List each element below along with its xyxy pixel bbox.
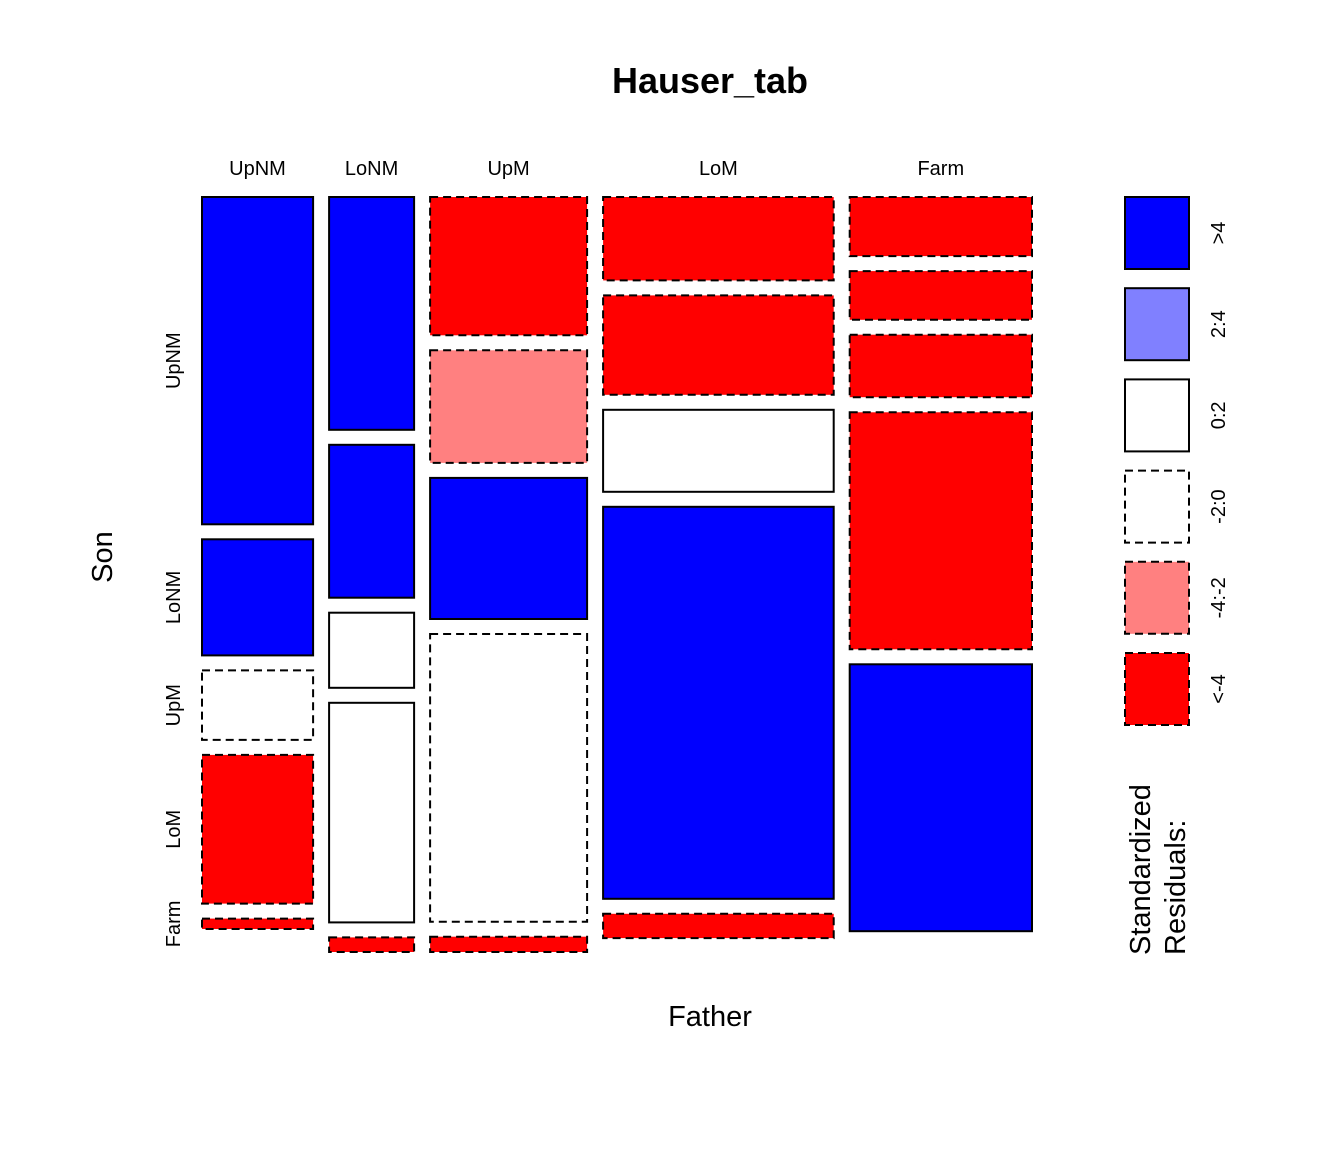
tile-lom-lonm (602, 294, 835, 396)
tile-farm-upm (848, 333, 1034, 399)
tile-upm-upnm (429, 196, 589, 337)
tile-lonm-farm (328, 936, 416, 954)
legend-swatch-5 (1124, 560, 1190, 635)
tile-upnm-lom (201, 753, 315, 905)
tile-lom-upnm (602, 196, 835, 282)
tile-upm-lom (429, 633, 589, 923)
legend: >4 2:4 0:2 -2:0 -4:-2 <-4 Standardized Residu… (1124, 196, 1230, 955)
legend-swatch-6 (1124, 652, 1190, 726)
tile-upnm-upnm (201, 196, 315, 526)
legend-label-6: <-4 (1208, 674, 1230, 703)
legend-swatch-2 (1124, 287, 1190, 362)
legend-label-1: >4 (1208, 222, 1230, 245)
tile-farm-farm (848, 663, 1034, 933)
tile-farm-lonm (848, 270, 1034, 321)
tile-upm-lonm (429, 349, 589, 464)
tile-upnm-farm (201, 917, 315, 930)
tile-lom-upm (602, 408, 835, 493)
tile-lonm-upm (328, 611, 416, 689)
legend-swatch-3 (1124, 378, 1190, 453)
tile-lom-farm (602, 912, 835, 940)
y-axis-title: Son (87, 531, 119, 583)
legend-title-line2: Residuals: (1160, 820, 1192, 955)
mosaic-tiles (201, 196, 1034, 954)
legend-title-line1: Standardized (1125, 784, 1157, 955)
legend-label-3: 0:2 (1208, 401, 1230, 429)
son-label-lonm: LoNM (163, 571, 185, 624)
tile-lom-lom (602, 505, 835, 900)
son-label-lom: LoM (163, 810, 185, 849)
father-label-lonm: LoNM (345, 158, 398, 180)
father-label-upm: UpM (487, 158, 529, 180)
tile-lonm-lonm (328, 443, 416, 599)
son-label-farm: Farm (163, 901, 185, 948)
tile-farm-upnm (848, 196, 1034, 258)
son-labels: UpNM LoNM UpM LoM Farm (163, 332, 185, 947)
tile-upnm-upm (201, 669, 315, 741)
tile-upm-upm (429, 476, 589, 620)
legend-swatch-1 (1124, 196, 1190, 270)
tile-upm-farm (429, 935, 589, 954)
x-axis-title: Father (668, 1001, 752, 1033)
tile-lonm-lom (328, 701, 416, 924)
legend-label-2: 2:4 (1208, 310, 1230, 338)
tile-lonm-upnm (328, 196, 416, 431)
tile-upnm-lonm (201, 538, 315, 657)
father-label-upnm: UpNM (229, 158, 286, 180)
father-label-lom: LoM (699, 158, 738, 180)
chart-title: Hauser_tab (612, 60, 808, 101)
legend-items: >4 2:4 0:2 -2:0 -4:-2 <-4 (1124, 196, 1230, 726)
son-label-upnm: UpNM (163, 332, 185, 389)
son-label-upm: UpM (163, 684, 185, 726)
father-labels: UpNM LoNM UpM LoM Farm (229, 158, 964, 180)
legend-swatch-4 (1124, 469, 1190, 544)
legend-label-4: -2:0 (1208, 489, 1230, 523)
legend-label-5: -4:-2 (1208, 577, 1230, 618)
tile-farm-lom (848, 411, 1034, 651)
father-label-farm: Farm (917, 158, 964, 180)
